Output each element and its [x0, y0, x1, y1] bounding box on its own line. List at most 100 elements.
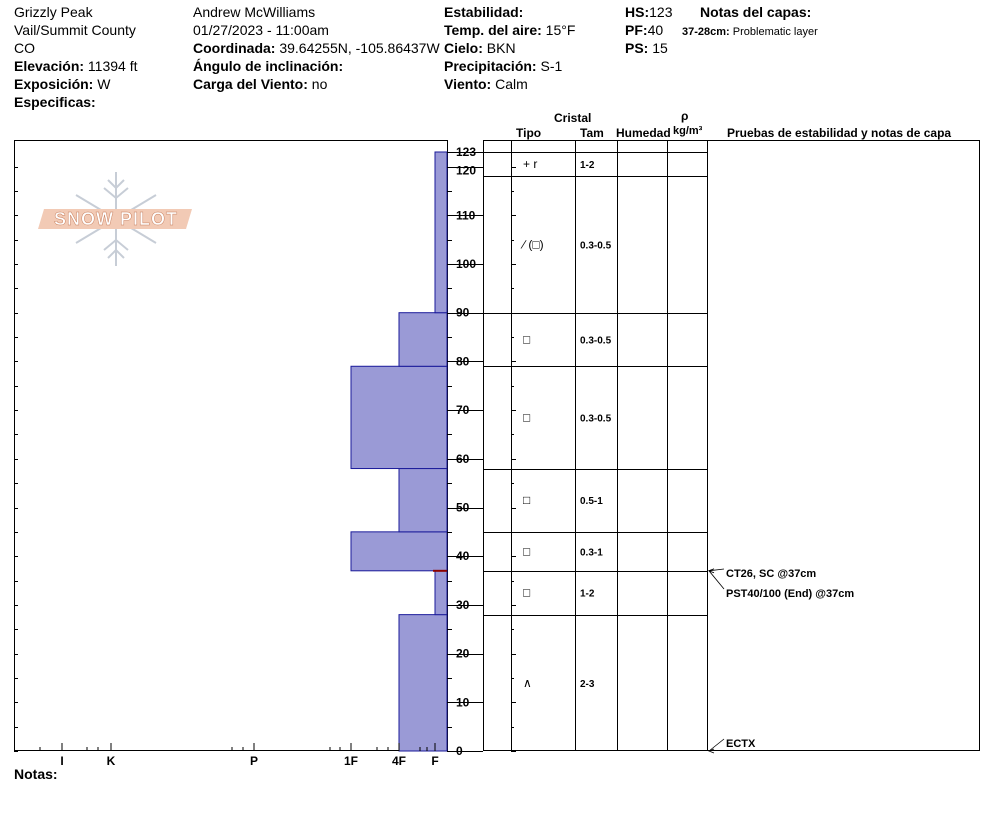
height-label-123: 123 [456, 145, 476, 159]
region-name: Vail/Summit County [14, 22, 136, 38]
col-rho: ρ [681, 109, 689, 123]
hs-label: HS: [625, 4, 650, 20]
ps-value: 15 [652, 40, 668, 56]
crystal-size-4: 0.5-1 [580, 496, 603, 507]
col-crystal: Cristal [554, 111, 592, 125]
snowpilot-logo [38, 172, 192, 266]
test-label-2: ECTX [726, 738, 756, 750]
crystal-type-5: □ [523, 544, 530, 558]
aspect-row: Exposición: W [14, 76, 110, 92]
precip-row: Precipitación: S-1 [444, 58, 562, 74]
slope-row: Ángulo de inclinación: [193, 58, 343, 74]
layer-lines [483, 152, 707, 616]
hardness-bar-5 [398, 312, 448, 367]
sky-value: BKN [486, 40, 516, 56]
coordinates-label: Coordinada: [193, 40, 276, 56]
height-label-80: 80 [456, 354, 470, 368]
hardness-label-2: P [250, 754, 258, 768]
ps-label: PS: [625, 40, 649, 56]
height-label-110: 110 [456, 208, 476, 222]
notes-label: Notas: [14, 766, 58, 782]
pf-value: 40 [647, 22, 664, 38]
height-label-70: 70 [456, 403, 470, 417]
wind-load-label: Carga del Viento: [193, 76, 308, 92]
sky-row: Cielo: BKN [444, 40, 516, 56]
state-name: CO [14, 40, 35, 56]
height-label-120: 120 [456, 164, 476, 178]
crystal-size-7: 2-3 [580, 679, 595, 690]
elevation-value: 11394 ft [87, 58, 138, 74]
wind-load-row: Carga del Viento: no [193, 76, 327, 92]
height-label-50: 50 [456, 501, 470, 515]
stability-label: Estabilidad: [444, 4, 524, 20]
wind-value: Calm [495, 76, 528, 92]
col-type: Tipo [516, 126, 542, 140]
height-label-60: 60 [456, 452, 470, 466]
wind-load-value: no [311, 76, 328, 92]
col-size: Tam [580, 126, 604, 140]
specifics-label: Especificas: [14, 94, 96, 110]
col-moisture: Humedad [616, 126, 671, 140]
location-name: Grizzly Peak [14, 4, 93, 20]
test-leader-0 [708, 568, 725, 572]
left-ticks [14, 167, 18, 752]
crystal-size-2: 0.3-0.5 [580, 335, 612, 346]
test-leader-2 [708, 738, 725, 752]
crystal-type-6: □ [523, 586, 530, 600]
height-label-40: 40 [456, 549, 470, 563]
observation-datetime: 01/27/2023 - 11:00am [193, 22, 329, 38]
crystal-size-0: 1-2 [580, 160, 595, 171]
hardness-bars [350, 151, 448, 752]
test-label-0: CT26, SC @37cm [726, 568, 816, 580]
slope-label: Ángulo de inclinación: [193, 58, 344, 74]
hardness-label-5: F [431, 754, 438, 768]
elevation-label: Elevación: [14, 58, 85, 74]
test-leader-1 [708, 570, 725, 590]
aspect-label: Exposición: [14, 76, 94, 92]
height-axis: 0 10 20 30 40 50 60 70 80 90 100 110 120 123 [447, 145, 483, 758]
precip-label: Precipitación: [444, 58, 537, 74]
observer-name: Andrew McWilliams [193, 4, 316, 20]
coordinates-value: 39.64255N, -105.86437W [279, 40, 440, 56]
hardness-bar-6 [434, 151, 448, 314]
air-temp-label: Temp. del aire: [444, 22, 542, 38]
height-label-90: 90 [456, 306, 470, 320]
height-label-20: 20 [456, 647, 470, 661]
logo-banner [38, 209, 192, 229]
crystal-size-5: 0.3-1 [580, 547, 603, 558]
air-temp-row: Temp. del aire: 15°F [444, 22, 575, 38]
hs-value: 123 [649, 4, 673, 20]
hardness-bar-2 [350, 531, 448, 572]
hardness-bar-3 [398, 468, 448, 533]
pf-label: PF: [625, 22, 648, 38]
col-tests: Pruebas de estabilidad y notas de capa [727, 126, 952, 140]
aspect-value: W [97, 76, 111, 92]
elevation-row: Elevación: 11394 ft [14, 58, 137, 74]
pf-row: PF:40 [625, 22, 663, 38]
test-arrow-2 [707, 748, 715, 754]
crystal-type-2: □ [523, 332, 530, 346]
crystal-type-1: ∕ (□) [520, 238, 544, 252]
layer-note-range: 37-28cm: [682, 26, 730, 38]
crystal-size-3: 0.3-0.5 [580, 413, 612, 424]
stability-tests: CT26, SC @37cm PST40/100 (End) @37cm ECTX [707, 568, 854, 754]
hardness-bar-1 [434, 570, 448, 616]
sky-label: Cielo: [444, 40, 483, 56]
ps-row: PS: 15 [625, 40, 668, 56]
hs-row: HS:123 [625, 4, 672, 20]
precip-value: S-1 [540, 58, 563, 74]
hardness-label-1: K [107, 754, 116, 768]
col-density-unit: kg/m³ [673, 125, 703, 137]
crystal-size-1: 0.3-0.5 [580, 241, 612, 252]
layer-notes-label: Notas del capas: [700, 4, 812, 20]
wind-row: Viento: Calm [444, 76, 528, 92]
wind-label: Viento: [444, 76, 492, 92]
crystal-cells: + r 1-2 ∕ (□) 0.3-0.5 □ 0.3-0.5 □ 0.3-0.5 □ 0.5-1… [520, 157, 612, 690]
crystal-type-7: ∧ [523, 676, 532, 690]
stability-row: Estabilidad: [444, 4, 523, 20]
hardness-axis: I K P 1F 4F F [39, 743, 439, 768]
test-arrow-1 [707, 568, 715, 574]
height-label-30: 30 [456, 598, 470, 612]
hardness-bar-0 [398, 614, 448, 752]
